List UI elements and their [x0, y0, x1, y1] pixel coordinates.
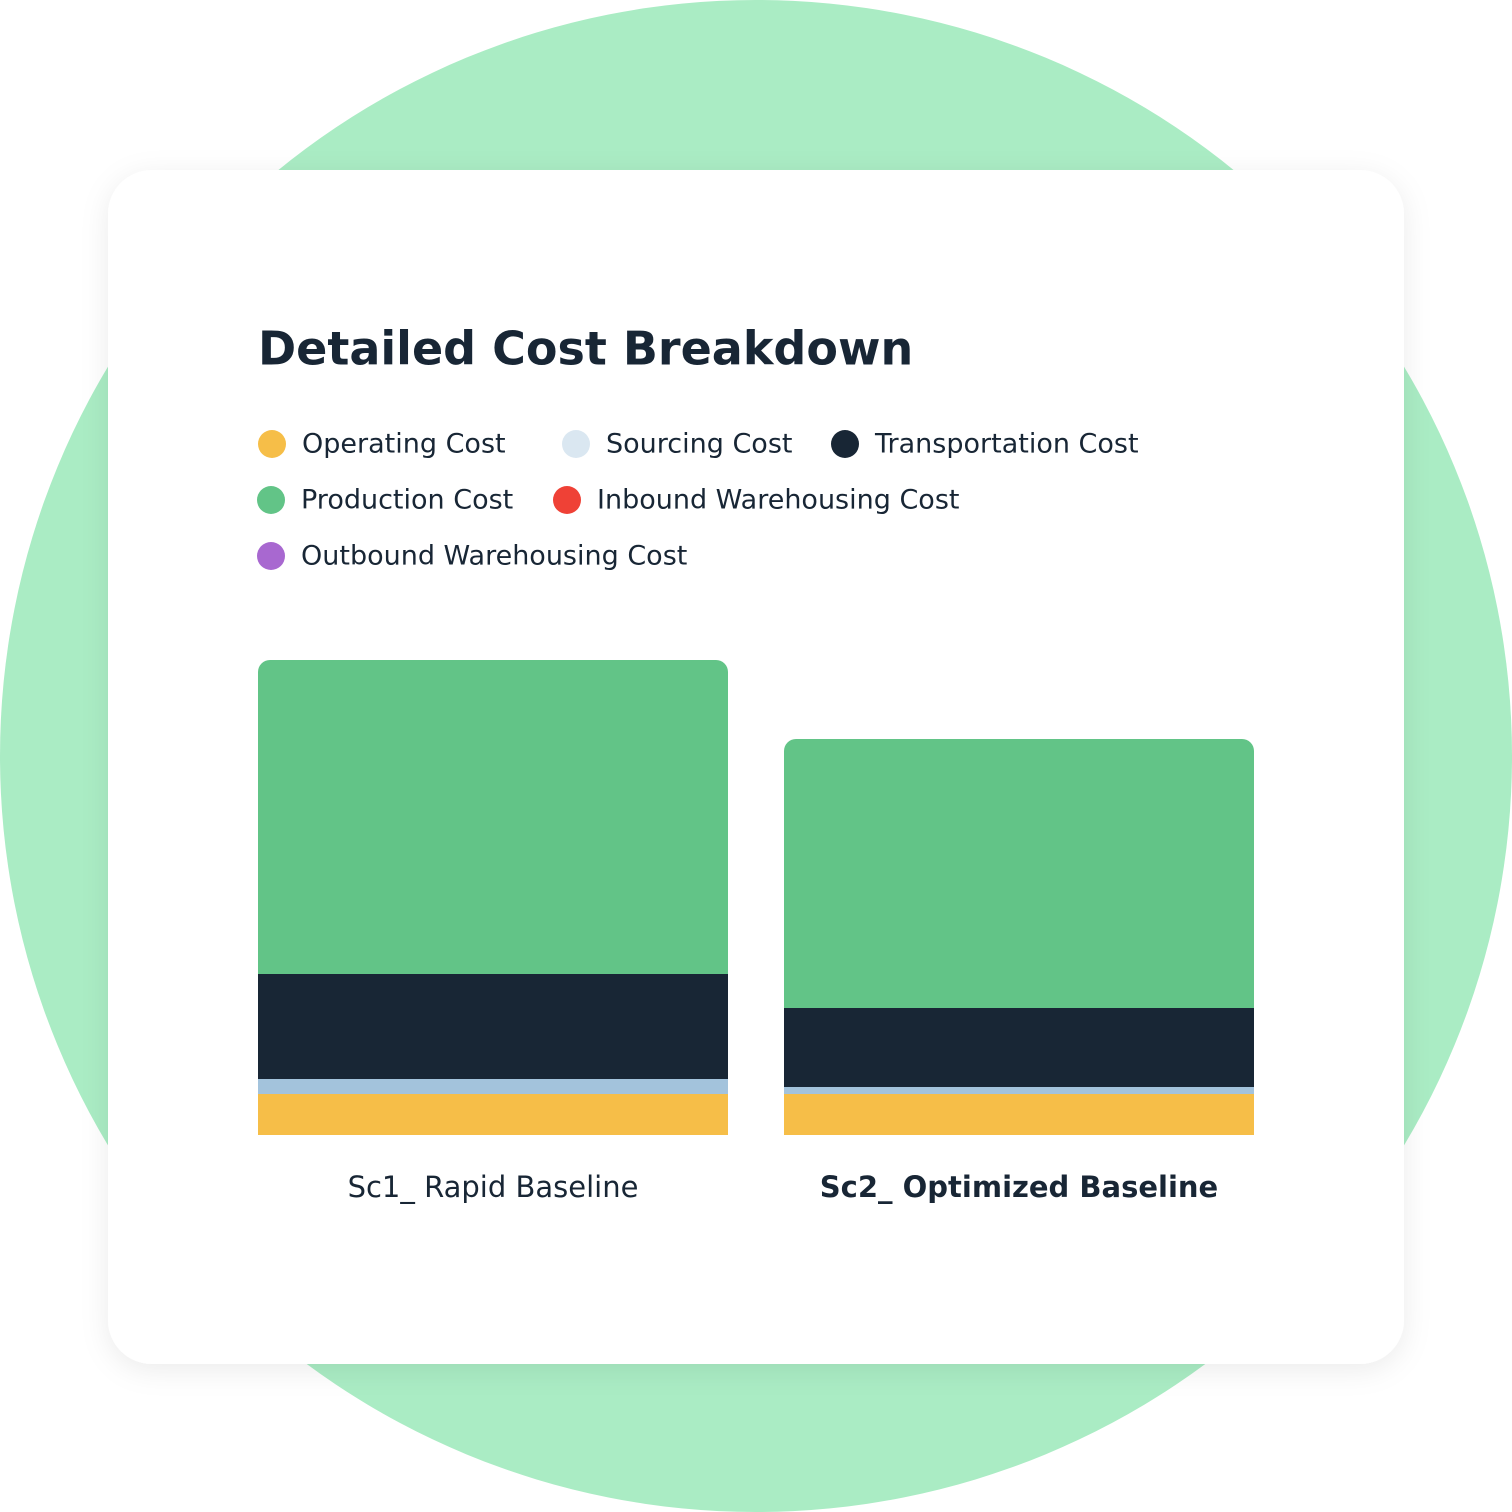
legend-dot [562, 430, 590, 458]
bar-stack [258, 660, 728, 1135]
bar-segment [258, 660, 728, 974]
x-label: Sc1_ Rapid Baseline [348, 1170, 639, 1204]
legend-label: Outbound Warehousing Cost [301, 541, 687, 572]
legend-dot [257, 486, 285, 514]
legend-label: Sourcing Cost [606, 429, 792, 460]
x-label: Sc2_ Optimized Baseline [820, 1170, 1218, 1204]
bar-segment [258, 1079, 728, 1094]
bar-segment [784, 739, 1254, 1008]
chart-title: Detailed Cost Breakdown [258, 322, 913, 376]
legend-label: Transportation Cost [874, 429, 1139, 460]
bar-segment [258, 1094, 728, 1135]
bar-segment [784, 1087, 1254, 1094]
legend-dot [258, 430, 286, 458]
legend-dot [553, 486, 581, 514]
legend-label: Operating Cost [302, 429, 506, 460]
legend-label: Production Cost [301, 485, 513, 516]
bar-segment [258, 974, 728, 1079]
bar-stack [784, 739, 1254, 1135]
legend-dot [831, 430, 859, 458]
legend-label: Inbound Warehousing Cost [597, 485, 959, 516]
legend-dot [257, 542, 285, 570]
bar-segment [784, 1094, 1254, 1135]
chart: Operating Cost Sourcing Cost Transportatio… [257, 429, 1254, 1204]
bar-segment [784, 1008, 1254, 1087]
